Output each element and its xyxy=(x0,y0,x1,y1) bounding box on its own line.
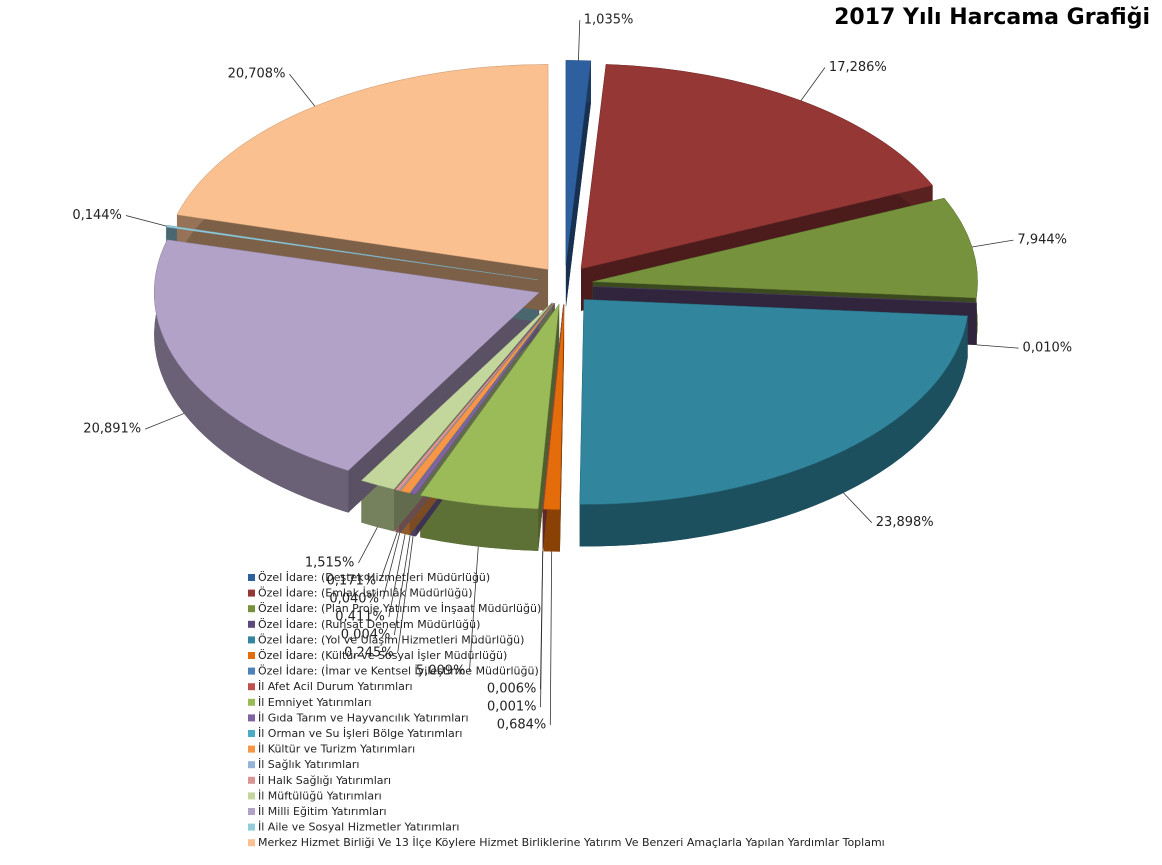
data-label: 0,006% xyxy=(487,682,537,697)
data-label: 7,944% xyxy=(1017,233,1067,248)
legend-swatch xyxy=(248,823,255,831)
slice xyxy=(400,302,555,494)
data-label: 0,010% xyxy=(1023,341,1073,356)
legend-swatch xyxy=(248,776,255,784)
legend-swatch xyxy=(248,620,255,628)
legend-swatch xyxy=(248,589,255,597)
slice xyxy=(592,286,977,304)
legend-swatch xyxy=(248,730,255,737)
legend-label: İl Milli Eğitim Yatırımları xyxy=(258,805,387,818)
leader-line xyxy=(145,413,185,430)
legend-label: Özel İdare: (Emlak İstimlâk Müdürlüğü) xyxy=(258,587,473,600)
legend-label: İl Gıda Tarım ve Hayvancılık Yatırımları xyxy=(258,711,469,724)
leader-line xyxy=(289,73,316,107)
legend-swatch xyxy=(248,683,255,691)
leader-line xyxy=(800,67,826,101)
legend-swatch xyxy=(248,605,255,613)
leader-line xyxy=(976,344,1019,349)
slice-rim xyxy=(361,480,395,532)
leader-line xyxy=(393,535,411,636)
slice-rim xyxy=(579,315,968,547)
data-label: 1,515% xyxy=(305,556,355,571)
labels: 1,035% 17,286% 7,944% 0,010% 23,898% 20,708% 0… xyxy=(72,13,1072,733)
leader-line xyxy=(358,526,378,564)
slice xyxy=(360,302,553,490)
legend-swatch xyxy=(248,808,255,815)
data-label: 0,144% xyxy=(72,208,122,223)
legend-label: Özel İdare: (Kültür ve Sosyal İşler Müdü… xyxy=(258,649,507,662)
legend-label: İl Sağlık Yatırımları xyxy=(258,758,359,771)
legend-swatch xyxy=(248,761,255,769)
slice-rim xyxy=(154,239,349,513)
slice xyxy=(409,303,555,494)
data-label: 5,009% xyxy=(416,664,466,679)
leader-line xyxy=(971,239,1014,248)
legend-label: İl Halk Sağlığı Yatırımları xyxy=(258,774,391,787)
data-label: 0,411% xyxy=(335,610,385,625)
slice xyxy=(153,239,540,471)
data-label: 0,001% xyxy=(487,700,537,715)
leader-line xyxy=(469,546,479,672)
leader-line xyxy=(379,532,398,582)
slice xyxy=(579,299,968,505)
leader-line xyxy=(388,534,406,618)
leader-line xyxy=(382,532,401,600)
slice-wall xyxy=(538,304,560,551)
slice-rim xyxy=(420,495,539,551)
legend-swatch xyxy=(248,745,255,753)
leader-line xyxy=(843,492,873,523)
legend-label: Özel İdare: (Destek Hizmetleri Müdürlüğü… xyxy=(258,571,490,584)
legend-swatch xyxy=(248,839,255,847)
legend-label: Özel İdare: (İmar ve Kentsel İyileştirme… xyxy=(258,665,539,678)
legend-label: İl Afet Acil Durum Yatırımları xyxy=(258,680,413,693)
leader-line xyxy=(540,551,544,708)
legend-label: İl Müftülüğü Yatırımları xyxy=(258,789,382,802)
leader-line xyxy=(578,20,581,61)
data-label: 0,245% xyxy=(344,646,394,661)
slice-rim xyxy=(543,509,560,552)
chart-title: 2017 Yılı Harcama Grafiği xyxy=(834,5,1150,30)
data-label: 20,891% xyxy=(83,422,141,437)
leader-line xyxy=(397,535,414,654)
leader-line xyxy=(549,551,553,726)
slice xyxy=(394,302,554,491)
data-label: 17,286% xyxy=(829,60,887,75)
slice xyxy=(419,303,560,510)
legend-swatch xyxy=(248,698,255,706)
legend-swatch xyxy=(248,714,255,722)
legend: Özel İdare: (Destek Hizmetleri Müdürlüğü… xyxy=(248,571,885,849)
legend-swatch xyxy=(248,667,255,675)
legend-label: Özel İdare: (Yol ve Ulaşım Hizmetleri Mü… xyxy=(258,633,524,646)
slice xyxy=(176,64,549,270)
data-label: 1,035% xyxy=(584,13,634,28)
data-label: 23,898% xyxy=(876,515,934,530)
slice-wall xyxy=(565,60,591,308)
data-label: 0,004% xyxy=(341,628,391,643)
legend-label: İl Kültür ve Turizm Yatırımları xyxy=(258,743,415,756)
data-label: 20,708% xyxy=(228,67,286,82)
legend-label: Özel İdare: (Ruhsat Denetim Müdürlüğü) xyxy=(258,618,480,631)
legend-swatch xyxy=(248,636,255,644)
slice xyxy=(565,60,592,266)
data-label: 0,040% xyxy=(329,592,379,607)
legend-label: İl Aile ve Sosyal Hizmetler Yatırımları xyxy=(258,821,459,834)
legend-swatch xyxy=(248,652,255,659)
legend-label: İl Orman ve Su İşleri Bölge Yatırımları xyxy=(258,727,462,740)
legend-swatch xyxy=(248,574,255,581)
legend-swatch xyxy=(248,792,255,800)
data-label: 0,684% xyxy=(497,718,547,733)
slice xyxy=(542,304,564,510)
leader-line xyxy=(125,215,167,227)
legend-label: İl Emniyet Yatırımları xyxy=(258,696,372,709)
slice-tops xyxy=(153,60,978,510)
data-label: 0,171% xyxy=(327,574,377,589)
legend-label: Özel İdare: (Plan Proje Yatırım ve İnşaa… xyxy=(258,602,541,615)
legend-label: Merkez Hizmet Birliği Ve 13 İlçe Köylere… xyxy=(258,836,885,849)
slice xyxy=(543,304,565,510)
